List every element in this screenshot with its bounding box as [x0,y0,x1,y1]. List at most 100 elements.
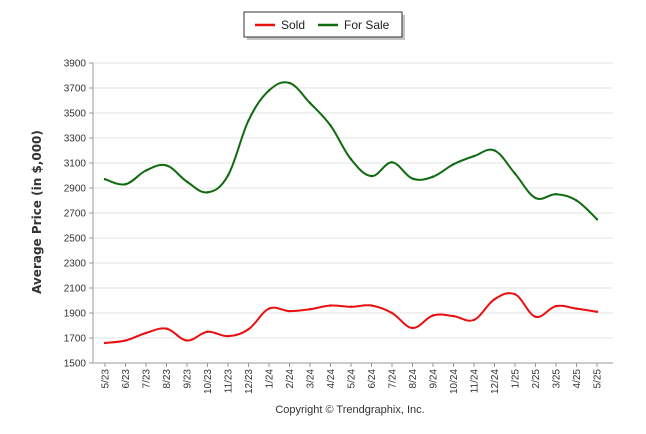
x-tick-label: 9/24 [429,369,440,389]
data-point-for-sale[interactable] [452,163,455,166]
data-point-sold[interactable] [472,318,476,322]
x-tick-label: 7/23 [142,369,153,389]
y-tick-label: 2100 [64,284,87,295]
data-point-for-sale[interactable] [226,174,230,177]
x-tick-label: 12/23 [244,369,255,394]
x-tick-label: 11/23 [224,369,235,394]
y-tick-label: 3100 [64,159,87,170]
legend: Sold For Sale [243,11,405,40]
x-tick-label: 6/23 [121,369,132,389]
data-point-sold[interactable] [411,326,414,330]
data-point-for-sale[interactable] [247,119,250,122]
x-tick-label: 8/24 [408,369,419,389]
data-point-for-sale[interactable] [124,183,127,186]
data-point-for-sale[interactable] [472,154,476,158]
data-point-sold[interactable] [431,314,435,317]
data-point-for-sale[interactable] [575,199,578,202]
data-point-sold[interactable] [288,309,291,313]
data-point-sold[interactable] [308,308,312,311]
x-tick-label: 12/24 [490,369,501,394]
y-tick-label: 2700 [64,209,87,220]
y-tick-label: 3500 [64,109,87,120]
series-line-sold [104,292,598,344]
data-point-for-sale[interactable] [534,196,537,200]
x-tick-label: 1/24 [265,369,276,389]
data-point-for-sale[interactable] [595,218,599,221]
y-axis-ticks: 1500 1700 1900 2100 2300 2500 2700 2900 3100 3300… [64,59,93,370]
data-point-sold[interactable] [493,298,496,301]
data-point-sold[interactable] [267,307,271,310]
copyright-text: Copyright © Trendgraphix, Inc. [275,404,424,416]
y-tick-label: 3300 [64,134,87,145]
data-point-sold[interactable] [226,334,230,338]
data-point-for-sale[interactable] [267,89,271,92]
x-tick-label: 2/25 [531,369,542,389]
data-point-sold[interactable] [554,304,558,308]
data-point-for-sale[interactable] [206,191,209,194]
y-tick-label: 1500 [64,359,87,370]
data-point-sold[interactable] [144,331,148,335]
data-point-for-sale[interactable] [431,175,435,178]
x-tick-label: 7/24 [388,369,399,389]
y-tick-label: 2500 [64,234,87,245]
data-point-for-sale[interactable] [103,178,107,181]
data-point-sold[interactable] [513,293,517,296]
data-point-sold[interactable] [247,328,250,331]
y-tick-label: 3700 [64,84,87,95]
x-tick-label: 2/24 [285,369,296,389]
x-tick-label: 5/25 [593,369,604,389]
x-tick-label: 5/23 [101,369,112,389]
data-point-for-sale[interactable] [411,177,414,180]
series-line-for-sale [104,81,598,221]
x-tick-label: 4/24 [326,369,337,389]
data-point-for-sale[interactable] [493,149,496,152]
data-point-sold[interactable] [103,341,107,345]
data-point-sold[interactable] [575,307,578,310]
x-axis-ticks: 5/23 6/23 7/23 8/23 9/23 10/23 11/23 12/23 1/24 2… [101,363,604,394]
data-point-for-sale[interactable] [288,81,291,85]
data-point-sold[interactable] [185,339,189,342]
data-point-for-sale[interactable] [185,180,189,183]
legend-label-for-sale: For Sale [344,18,390,32]
x-tick-label: 8/23 [162,369,173,389]
x-tick-label: 1/25 [511,369,522,389]
data-point-for-sale[interactable] [370,174,373,178]
data-point-sold[interactable] [452,314,455,318]
x-tick-label: 3/24 [306,369,317,389]
y-tick-label: 2900 [64,184,87,195]
y-tick-label: 2300 [64,259,87,270]
y-axis-title: Average Price (in $,000) [30,130,44,294]
y-tick-label: 1700 [64,334,87,345]
data-point-sold[interactable] [206,330,209,333]
data-point-for-sale[interactable] [308,101,312,105]
data-point-sold[interactable] [534,315,537,318]
data-point-for-sale[interactable] [554,193,558,196]
data-point-sold[interactable] [329,304,332,307]
grid [92,62,613,364]
x-tick-label: 10/24 [449,369,460,394]
series-lines [103,81,599,345]
x-tick-label: 9/23 [183,369,194,389]
x-tick-label: 4/25 [572,369,583,389]
x-tick-label: 3/25 [552,369,563,389]
data-point-for-sale[interactable] [165,164,168,167]
data-point-sold[interactable] [370,304,373,307]
data-point-for-sale[interactable] [349,158,353,161]
data-point-sold[interactable] [124,339,127,342]
data-point-for-sale[interactable] [390,161,394,164]
y-tick-label: 3900 [64,59,87,70]
x-tick-label: 6/24 [367,369,378,389]
x-tick-label: 10/23 [203,369,214,394]
y-tick-label: 1900 [64,309,87,320]
legend-label-sold: Sold [281,18,305,32]
x-tick-label: 5/24 [347,369,358,389]
data-point-sold[interactable] [390,311,394,315]
data-point-sold[interactable] [349,305,353,308]
data-point-sold[interactable] [595,310,599,313]
data-point-for-sale[interactable] [144,169,148,172]
data-point-for-sale[interactable] [513,172,517,175]
x-tick-label: 11/24 [470,369,481,394]
data-point-sold[interactable] [165,327,168,330]
data-point-for-sale[interactable] [329,124,332,127]
